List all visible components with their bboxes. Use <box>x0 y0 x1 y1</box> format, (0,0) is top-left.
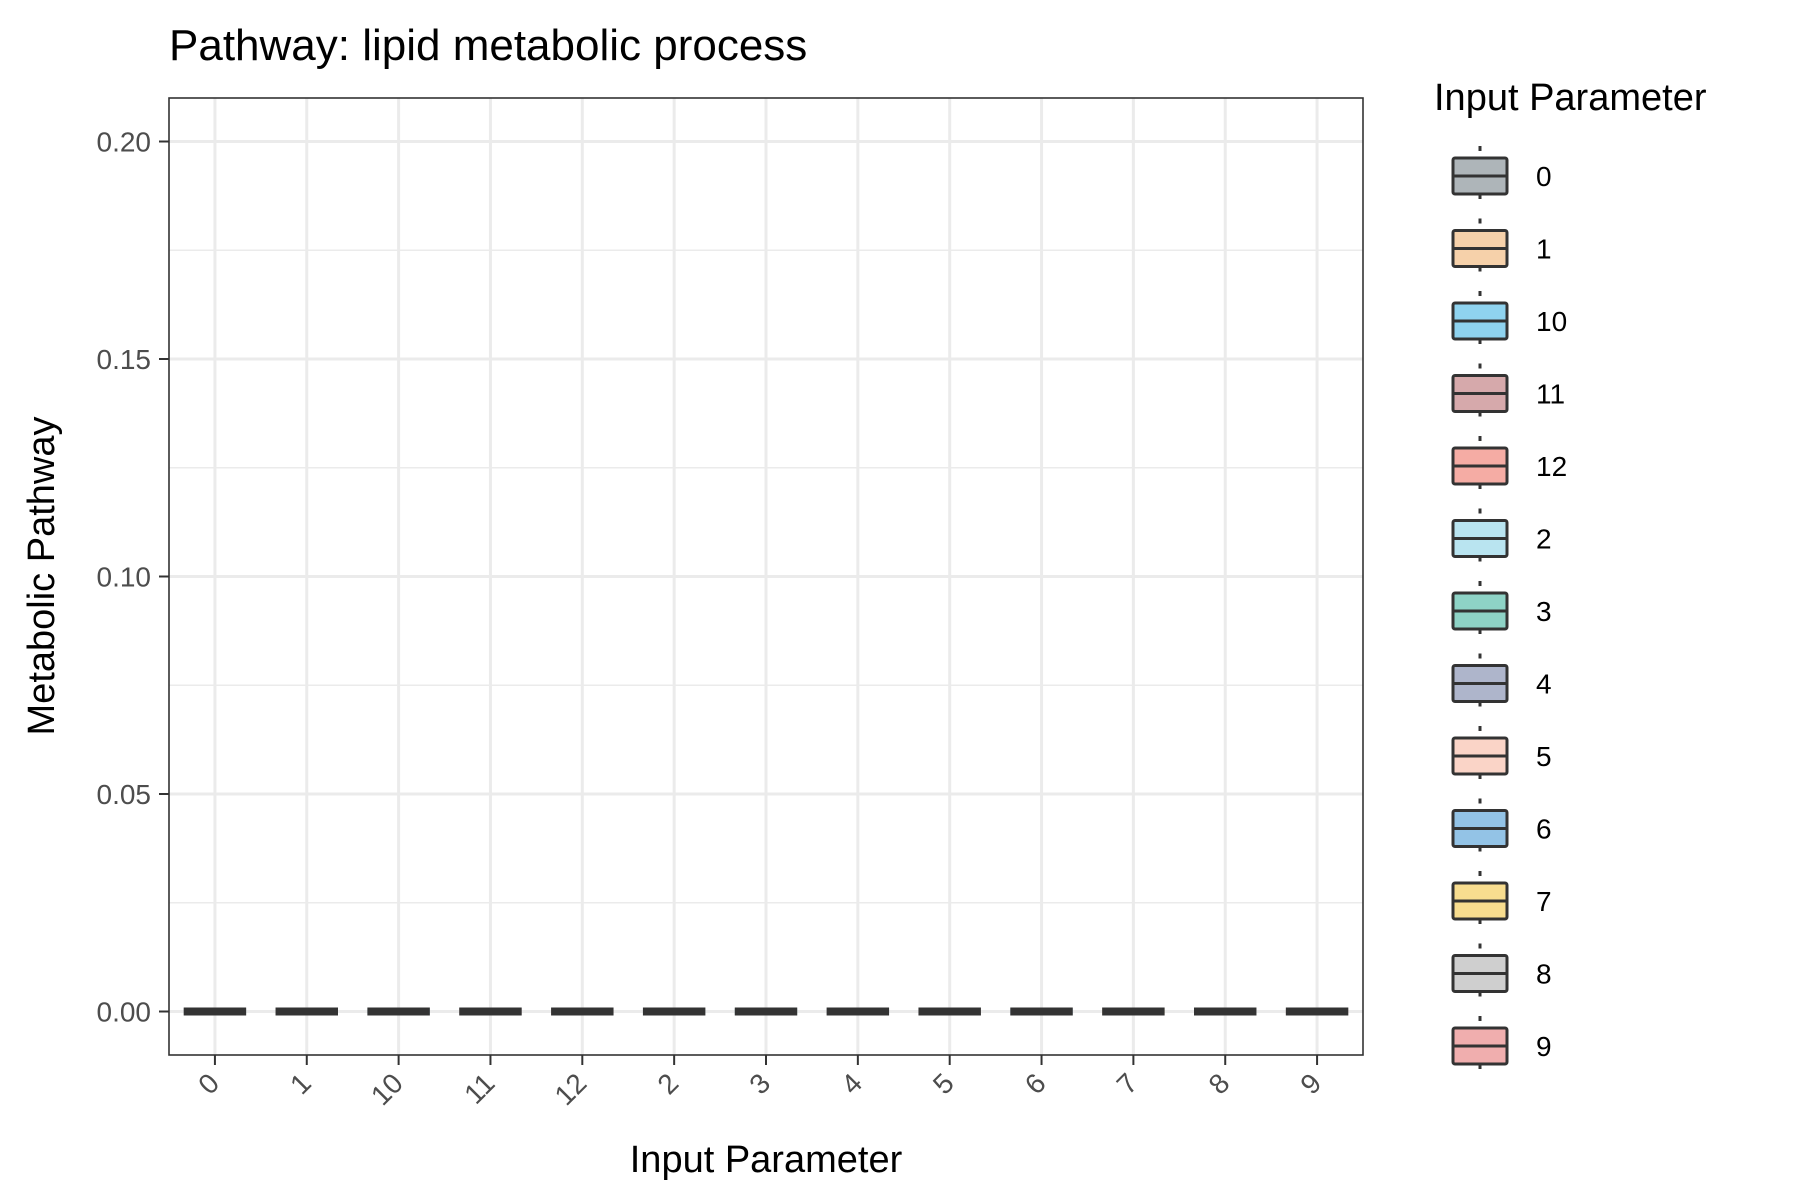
legend-label: 9 <box>1536 1031 1552 1062</box>
legend-label: 4 <box>1536 669 1552 700</box>
legend-label: 6 <box>1536 814 1552 845</box>
x-tick-label: 12 <box>549 1067 593 1111</box>
x-axis-title: Input Parameter <box>630 1139 903 1181</box>
legend-label: 12 <box>1536 451 1567 482</box>
legend-label: 11 <box>1536 379 1565 410</box>
x-tick-label: 10 <box>365 1067 409 1111</box>
x-tick-label: 1 <box>284 1067 317 1100</box>
legend-items: 0 1 10 11 12 2 3 4 5 6 7 8 9 <box>1451 146 1567 1076</box>
x-tick-label: 4 <box>835 1067 868 1100</box>
x-tick-label: 2 <box>651 1067 684 1100</box>
legend-label: 3 <box>1536 596 1552 627</box>
legend-label: 0 <box>1536 161 1552 192</box>
x-tick-label: 8 <box>1203 1067 1236 1100</box>
legend-label: 8 <box>1536 959 1552 990</box>
y-tick-label: 0.05 <box>97 779 152 810</box>
x-tick-label: 5 <box>927 1067 960 1100</box>
y-axis-title: Metabolic Pathway <box>21 417 63 736</box>
legend-label: 1 <box>1536 234 1552 265</box>
legend: Input Parameter 0 1 10 11 12 2 3 4 5 6 7 8 9 <box>1434 77 1707 1076</box>
y-axis: 0.00 0.05 0.10 0.15 0.20 <box>97 127 169 1028</box>
y-tick-label: 0.20 <box>97 127 152 158</box>
plot-panel <box>168 97 1364 1056</box>
x-tick-label: 0 <box>192 1067 225 1100</box>
box-series <box>183 1007 1349 1016</box>
y-tick-label: 0.00 <box>97 997 152 1028</box>
grid-lines <box>169 98 1363 1055</box>
x-tick-label: 9 <box>1294 1067 1327 1100</box>
y-tick-label: 0.10 <box>97 562 152 593</box>
legend-label: 2 <box>1536 524 1552 555</box>
x-tick-label: 3 <box>743 1067 776 1100</box>
chart-title: Pathway: lipid metabolic process <box>169 21 807 70</box>
legend-title: Input Parameter <box>1434 77 1707 119</box>
x-tick-label: 11 <box>458 1067 500 1109</box>
y-tick-label: 0.15 <box>97 344 152 375</box>
x-axis: 0 1 10 11 12 2 3 4 5 6 7 8 9 <box>192 1055 1327 1111</box>
legend-label: 7 <box>1536 886 1552 917</box>
x-tick-label: 6 <box>1019 1067 1052 1100</box>
legend-label: 10 <box>1536 306 1567 337</box>
x-tick-label: 7 <box>1111 1067 1144 1100</box>
legend-label: 5 <box>1536 741 1552 772</box>
